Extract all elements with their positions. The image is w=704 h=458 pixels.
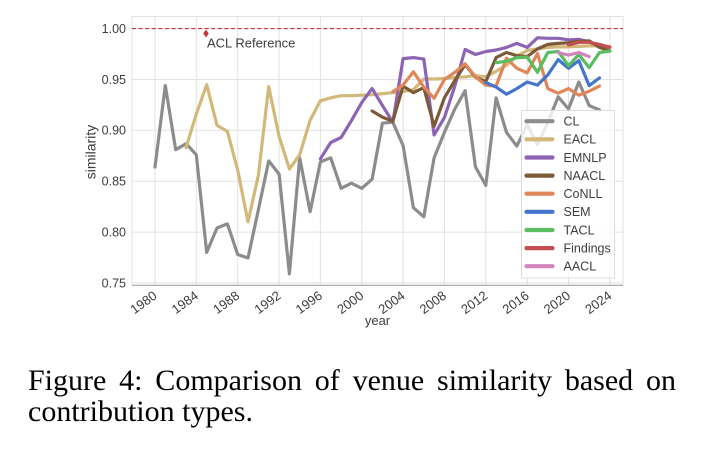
- svg-text:CoNLL: CoNLL: [564, 187, 603, 201]
- svg-text:0.85: 0.85: [102, 175, 126, 189]
- svg-text:CL: CL: [564, 115, 580, 129]
- svg-text:AACL: AACL: [564, 260, 597, 274]
- svg-text:similarity: similarity: [83, 125, 99, 179]
- svg-text:0.95: 0.95: [102, 73, 126, 87]
- svg-text:SEM: SEM: [564, 205, 591, 219]
- svg-text:1988: 1988: [210, 288, 242, 317]
- svg-text:EMNLP: EMNLP: [564, 151, 607, 165]
- svg-text:0.80: 0.80: [102, 226, 126, 240]
- svg-text:2008: 2008: [417, 288, 449, 317]
- svg-text:0.90: 0.90: [102, 124, 126, 138]
- svg-text:1980: 1980: [127, 288, 159, 317]
- svg-text:1996: 1996: [293, 288, 325, 317]
- svg-text:2016: 2016: [500, 288, 532, 317]
- svg-text:1984: 1984: [169, 288, 201, 317]
- svg-text:2024: 2024: [582, 288, 614, 317]
- svg-text:NAACL: NAACL: [564, 169, 606, 183]
- svg-text:1992: 1992: [251, 288, 283, 317]
- svg-text:0.75: 0.75: [102, 276, 126, 290]
- svg-text:EACL: EACL: [564, 133, 597, 147]
- svg-text:Findings: Findings: [564, 242, 611, 256]
- svg-text:TACL: TACL: [564, 223, 595, 237]
- svg-text:year: year: [365, 313, 391, 328]
- svg-text:2000: 2000: [334, 288, 366, 317]
- svg-text:1.00: 1.00: [102, 22, 126, 36]
- svg-text:2012: 2012: [458, 288, 490, 317]
- svg-text:ACL Reference: ACL Reference: [207, 36, 295, 51]
- svg-text:2020: 2020: [541, 288, 573, 317]
